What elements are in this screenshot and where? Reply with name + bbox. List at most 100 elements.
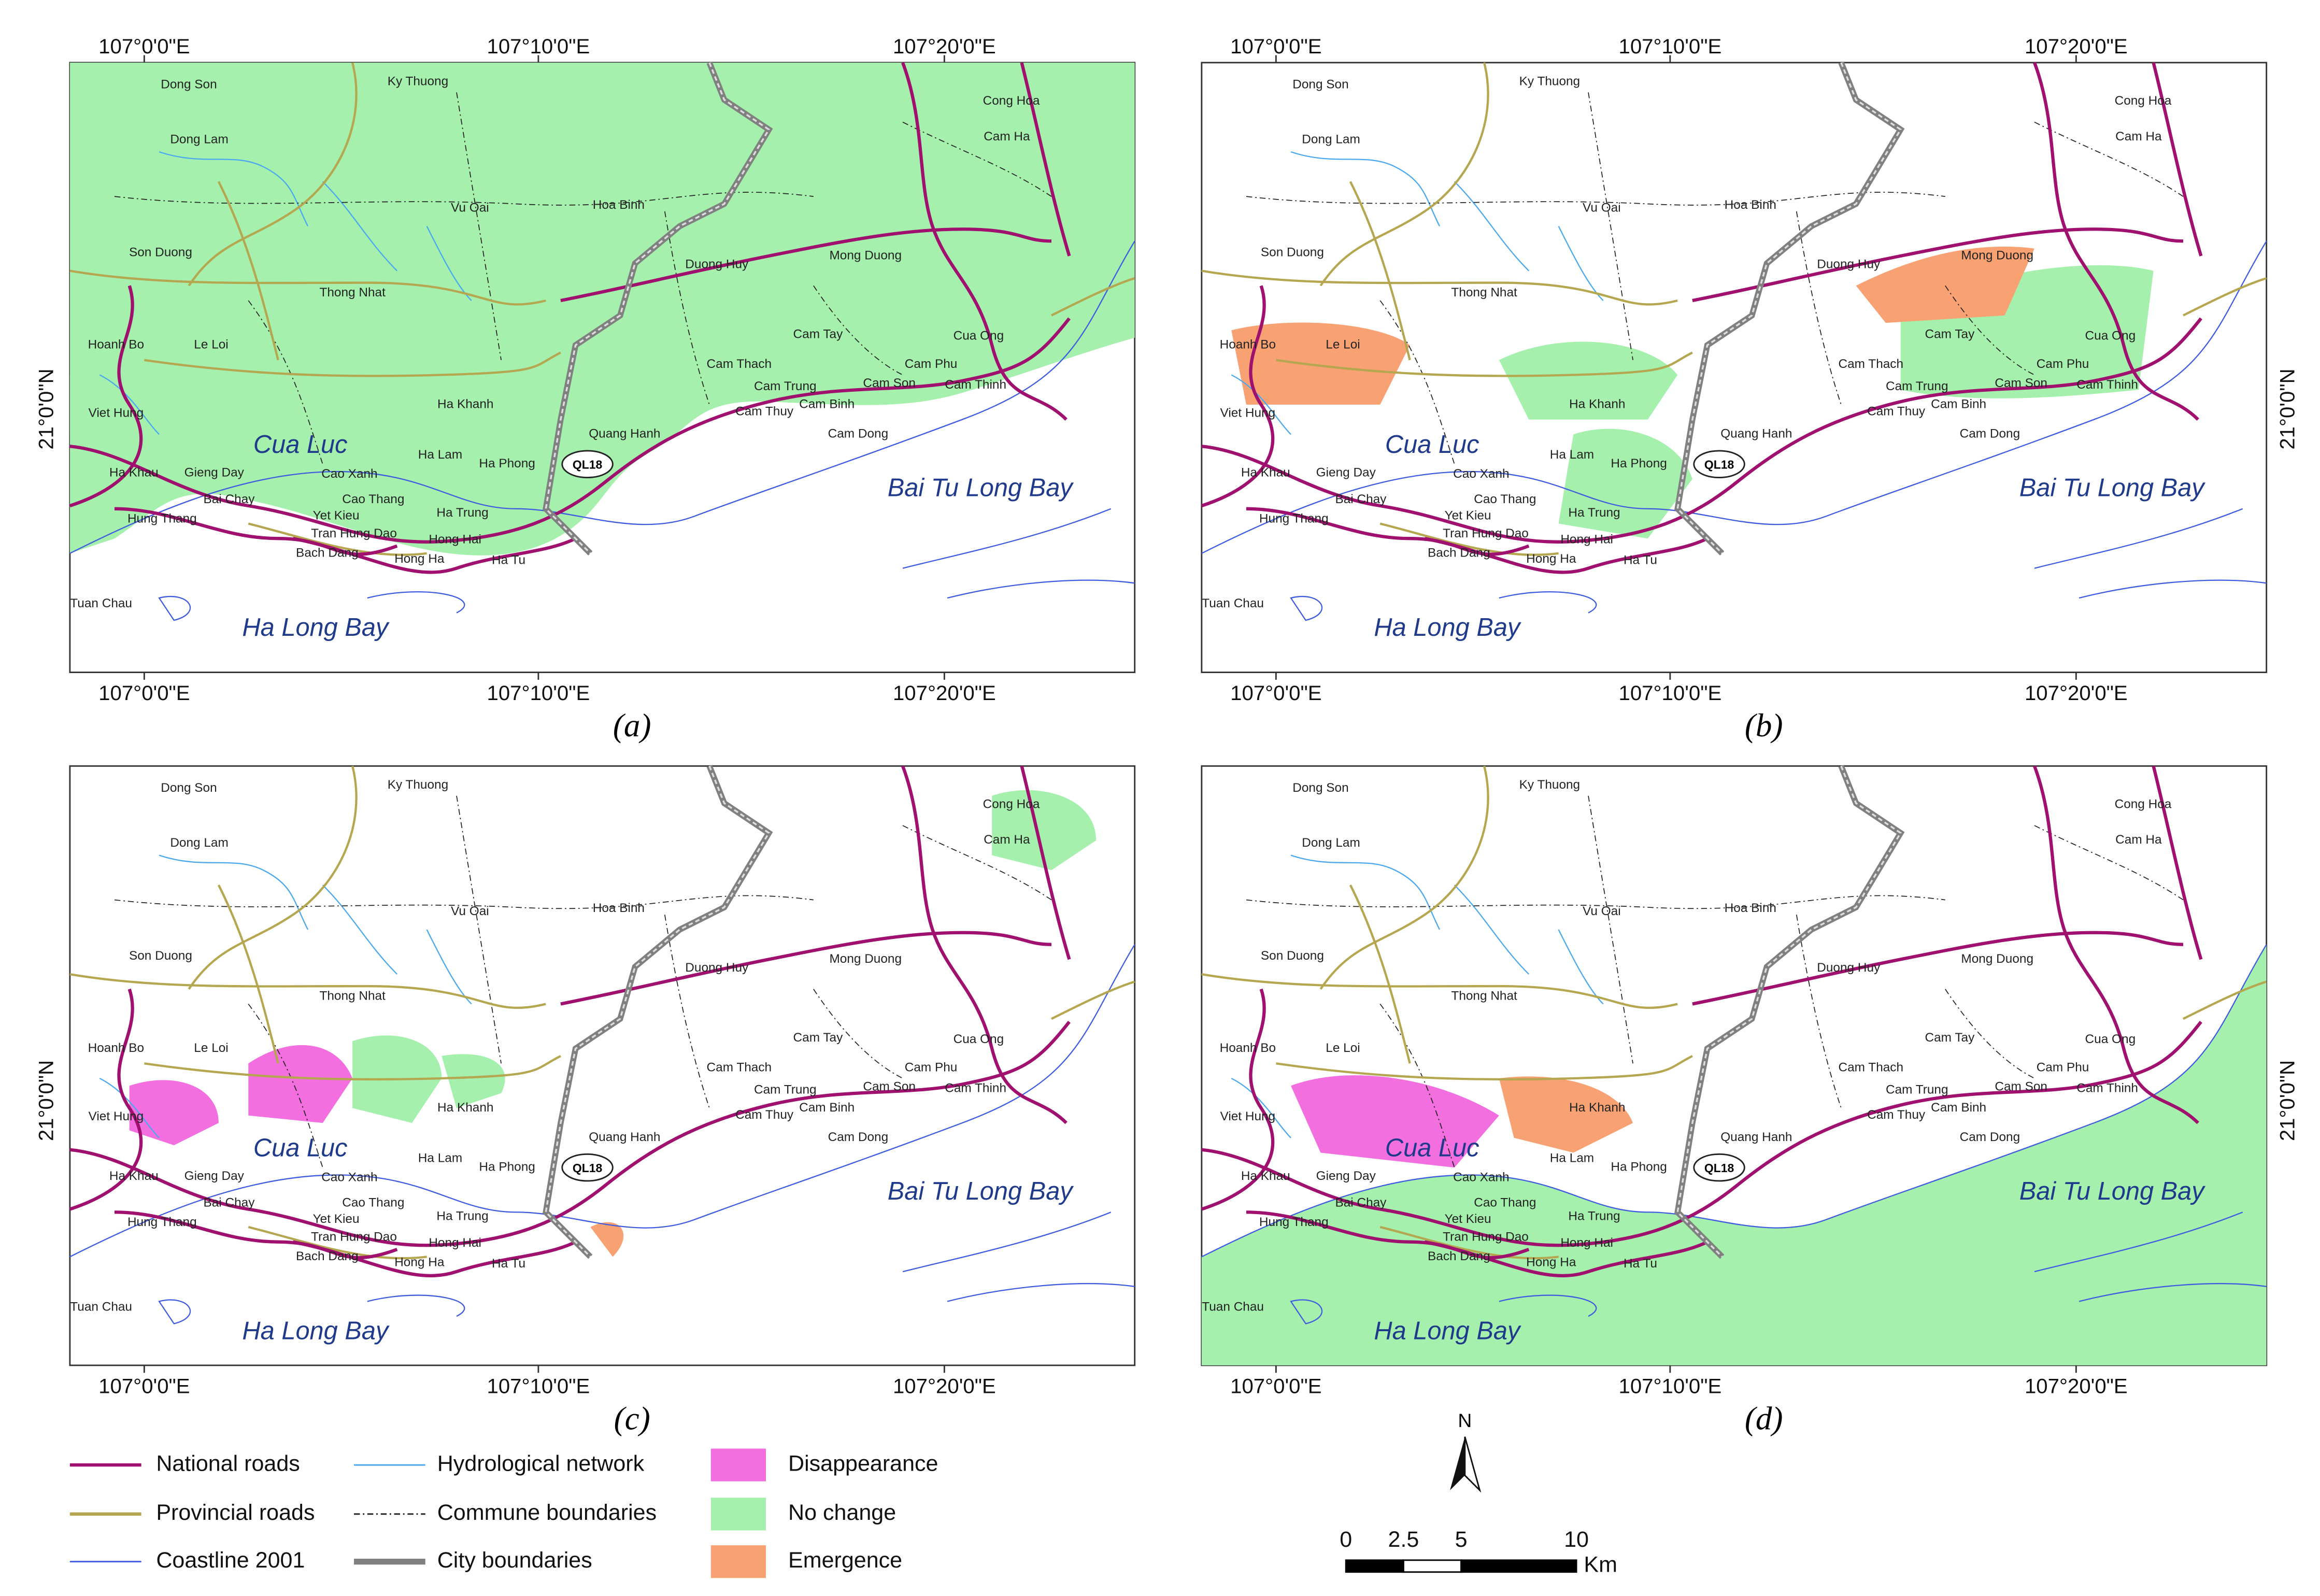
- place-name: Duong Huy: [685, 258, 749, 272]
- water-body-name: Cua Luc: [1385, 431, 1479, 459]
- place-name: Cam Thinh: [945, 378, 1006, 392]
- river: [1454, 885, 1530, 975]
- commune-boundary: [1379, 300, 1455, 464]
- national-road: [560, 227, 1052, 303]
- place-name: Cong Hoa: [2115, 797, 2172, 811]
- coastline: [902, 508, 1112, 569]
- place-name: Hoa Binh: [1725, 901, 1776, 915]
- change-area: [69, 62, 1135, 555]
- place-name: Ha Lam: [418, 448, 462, 462]
- place-name: Hung Thang: [1259, 511, 1329, 525]
- provincial-road: [2183, 980, 2267, 1020]
- change-area: [248, 1045, 353, 1123]
- national-road: [560, 931, 1052, 1006]
- city-boundary-core: [1676, 62, 1902, 554]
- place-name: Dong Son: [161, 781, 217, 795]
- place-name: Cam Binh: [1931, 1101, 1986, 1115]
- place-name: Viet Hung: [1220, 406, 1276, 420]
- place-name: Cam Ha: [2115, 833, 2162, 847]
- coastline: [158, 595, 191, 621]
- place-name: Cao Xanh: [1453, 1171, 1509, 1185]
- provincial-road: [188, 62, 358, 287]
- north-label: N: [1458, 1409, 1472, 1431]
- place-name: Cam Phu: [905, 357, 958, 371]
- national-road: [1424, 537, 1709, 574]
- place-name: Cam Thuy: [735, 1108, 794, 1122]
- place-name: Ha Phong: [479, 457, 535, 471]
- place-name: Tuan Chau: [1202, 1300, 1264, 1314]
- place-name: Cam Thuy: [735, 405, 794, 419]
- place-name: Hoanh Bo: [88, 338, 144, 352]
- national-road: [1201, 1020, 2202, 1247]
- place-name: Mong Duong: [1961, 952, 2033, 966]
- latitude-label: 21°0'0"N: [34, 1060, 58, 1141]
- place-name: Ha Trung: [1568, 506, 1620, 520]
- provincial-road: [1276, 1054, 1693, 1081]
- place-name: Vu Oai: [451, 904, 489, 918]
- coastline: [69, 944, 1135, 1258]
- coastline: [158, 1299, 191, 1324]
- place-name: Ky Thuong: [1519, 75, 1580, 89]
- provincial-road: [248, 1226, 427, 1260]
- place-name: Tran Hung Dao: [1443, 526, 1529, 540]
- place-name: Hong Ha: [394, 1255, 445, 1269]
- place-name: Cam Phu: [2037, 1060, 2089, 1074]
- place-name: Thong Nhat: [1451, 286, 1517, 300]
- scale-tick-label: 5: [1455, 1527, 1468, 1552]
- coastline: [1290, 595, 1323, 621]
- road-label: QL18: [1704, 458, 1734, 472]
- place-name: Cao Xanh: [321, 1171, 377, 1185]
- place-name: Duong Huy: [1817, 961, 1881, 975]
- place-name: Cam Son: [1995, 1080, 2047, 1094]
- place-name: Tuan Chau: [70, 596, 132, 610]
- water-body-name: Bai Tu Long Bay: [2019, 474, 2206, 502]
- national-road: [1692, 931, 2183, 1006]
- place-name: Cam Thuy: [1867, 405, 1926, 419]
- longitude-label: 107°10'0"E: [487, 1375, 590, 1398]
- place-name: Hoa Binh: [1725, 198, 1776, 212]
- city-boundary-core: [545, 62, 771, 554]
- place-name: Ha Khau: [109, 465, 159, 479]
- place-name: Cao Thang: [342, 492, 404, 506]
- place-name: Yet Kieu: [1445, 509, 1491, 523]
- river: [1290, 151, 1441, 227]
- place-name: Ky Thuong: [388, 778, 448, 792]
- place-name: Yet Kieu: [1445, 1212, 1491, 1226]
- river: [1290, 854, 1441, 930]
- place-name: Cua Ong: [953, 1032, 1004, 1046]
- provincial-road: [69, 269, 546, 306]
- coastline: [1201, 240, 2267, 554]
- place-name: Ha Phong: [1611, 1160, 1667, 1174]
- place-name: Cam Tay: [793, 1031, 844, 1045]
- place-name: Tuan Chau: [1202, 596, 1264, 610]
- place-name: Ha Trung: [436, 1209, 488, 1223]
- provincial-road: [1051, 980, 1135, 1020]
- place-name: Cam Thach: [707, 357, 772, 371]
- panel-label: (c): [614, 1400, 650, 1436]
- place-name: Hong Hai: [1560, 533, 1613, 547]
- legend-label: Provincial roads: [156, 1500, 315, 1525]
- place-name: Thong Nhat: [1451, 989, 1517, 1003]
- place-name: Quang Hanh: [1720, 427, 1792, 441]
- place-name: Bai Chay: [1335, 492, 1387, 506]
- longitude-label: 107°10'0"E: [487, 35, 590, 58]
- river: [1454, 181, 1530, 272]
- water-body-name: Cua Luc: [253, 1134, 348, 1162]
- place-name: Yet Kieu: [313, 1212, 360, 1226]
- longitude-label: 107°20'0"E: [893, 1375, 996, 1398]
- place-name: Cam Ha: [984, 833, 1030, 847]
- legend-swatch: [710, 1545, 766, 1578]
- place-name: Cam Trung: [1886, 379, 1948, 393]
- national-road: [69, 1020, 1071, 1247]
- scale-segment: [1403, 1559, 1462, 1573]
- place-name: Cam Binh: [1931, 397, 1986, 411]
- commune-boundary: [1246, 192, 1945, 206]
- map-panel: Dong Son Ky Thuong Dong Lam Hoa Binh Vu Oai M…: [34, 765, 1136, 1436]
- river: [99, 1077, 160, 1138]
- road-label-badge: [1693, 450, 1745, 478]
- change-area: [442, 1054, 505, 1108]
- place-name: Bai Chay: [1335, 1195, 1387, 1209]
- national-road: [901, 765, 1068, 1124]
- longitude-label: 107°10'0"E: [487, 681, 590, 705]
- place-name: Cam Thinh: [945, 1081, 1006, 1095]
